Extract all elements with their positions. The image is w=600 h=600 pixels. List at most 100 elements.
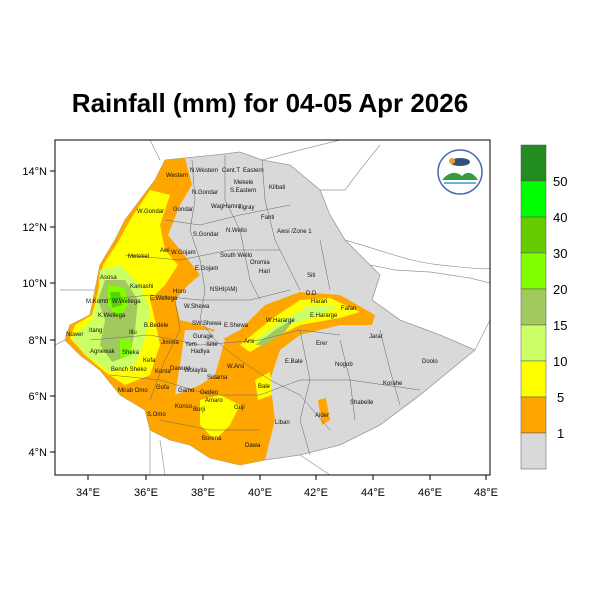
zone-label: Hadiya — [191, 349, 210, 355]
zone-labels: N.Western Cent.T Eastern Western Mekele … — [66, 168, 438, 449]
colorbar-swatch — [520, 324, 547, 362]
colorbar-swatch — [520, 432, 547, 470]
zone-label: Agnewak — [90, 349, 116, 355]
zone-label: Eastern — [243, 168, 264, 174]
zone-label: M.Komo — [86, 299, 109, 305]
colorbar-label: 5 — [557, 390, 564, 405]
zone-label: Korahe — [383, 381, 403, 387]
zone-label: E.Shewa — [224, 323, 249, 329]
zone-label: Asosa — [100, 275, 117, 281]
zone-label: SW.Shewa — [192, 321, 222, 327]
zone-label: Sheka — [122, 350, 140, 356]
zone-label: Dawa — [245, 443, 261, 449]
rain-15-20mm — [255, 318, 295, 345]
plot-frame — [54, 139, 491, 476]
zone-label: Borena — [202, 436, 222, 442]
zone-label: Gamo — [178, 388, 195, 394]
zone-label: Siti — [307, 273, 315, 279]
zone-label: Gondar — [173, 207, 193, 213]
zone-label: Wolayita — [184, 368, 208, 374]
zone-label: Awsi /Zone 1 — [277, 229, 312, 235]
x-tick-label: 36°E — [134, 487, 158, 499]
colorbar-label: 20 — [553, 282, 567, 297]
zone-label: S.Gondar — [193, 232, 219, 238]
zone-label: D.D — [306, 291, 317, 297]
colorbar — [520, 144, 547, 470]
zone-label: E.Gojam — [195, 266, 218, 272]
y-tick-label: 12°N — [22, 222, 47, 234]
zone-label: N.Western — [190, 168, 218, 174]
zone-label: Nuwer — [66, 332, 83, 338]
zone-label: Liban — [275, 420, 290, 426]
y-tick-label: 14°N — [22, 166, 47, 178]
zone-label: Cent.T — [222, 168, 240, 174]
zone-label: Gedeo — [200, 390, 219, 396]
colorbar-label: 30 — [553, 246, 567, 261]
colorbar-swatch — [520, 360, 547, 398]
zone-label: S.Eastern — [230, 188, 256, 194]
zone-label: Awi — [160, 248, 170, 254]
zone-label: Alder — [315, 413, 329, 419]
zone-label: Jimma — [161, 340, 179, 346]
zone-label: Yem — [185, 342, 197, 348]
colorbar-swatch — [520, 288, 547, 326]
zone-label: Konso — [175, 404, 193, 410]
colorbar-label: 40 — [553, 210, 567, 225]
zone-label: Sidama — [207, 375, 228, 381]
colorbar-label: 1 — [557, 426, 564, 441]
zone-label: Dawuro — [170, 366, 191, 372]
zone-label: Kamashi — [130, 284, 153, 290]
coastline — [344, 239, 490, 270]
x-tick-label: 40°E — [248, 487, 272, 499]
y-tick-label: 6°N — [29, 391, 48, 403]
x-axis — [87, 475, 487, 480]
zone-label: Guji — [234, 405, 245, 411]
x-tick-label: 48°E — [474, 487, 498, 499]
zone-label: Harari — [311, 299, 327, 305]
zone-label: Metekel — [128, 254, 149, 260]
colorbar-swatch — [520, 180, 547, 218]
institute-logo — [437, 149, 483, 195]
x-tick-label: 34°E — [76, 487, 100, 499]
zone-label: Fafan — [341, 306, 356, 312]
zone-label: Itang — [89, 328, 102, 334]
zone-label: N.Wello — [226, 228, 248, 234]
rain-20-30mm — [120, 338, 132, 358]
zone-label: Illu — [129, 330, 137, 336]
zone-label: Nogob — [335, 362, 353, 368]
zone-label: Hari — [259, 269, 270, 275]
zone-label: Oromia — [250, 260, 270, 266]
rain-5-10mm — [255, 372, 272, 400]
zone-label: E.Bale — [285, 359, 303, 365]
zone-label: N.Gondar — [192, 190, 218, 196]
zone-label: Jarar — [369, 334, 383, 340]
zone-label: W.Gojam — [171, 250, 196, 256]
zone-label: W.Gondar — [137, 209, 164, 215]
x-tick-label: 44°E — [361, 487, 385, 499]
zone-label: Kefa — [143, 358, 156, 364]
rain-below-1mm — [175, 330, 225, 395]
zone-label: Tigray — [238, 205, 254, 211]
zone-label: Kilbati — [269, 185, 285, 191]
colorbar-swatch — [520, 216, 547, 254]
y-tick-label: 8°N — [29, 335, 48, 347]
zone-label: Fanti — [261, 215, 274, 221]
colorbar-label: 10 — [553, 354, 567, 369]
zone-label: South Wello — [220, 253, 253, 259]
colorbar-swatch — [520, 252, 547, 290]
zone-label: Gofa — [156, 385, 170, 391]
zone-label: W.Shewa — [184, 304, 210, 310]
zone-label: Gurage — [193, 334, 214, 340]
colorbar-label: 15 — [553, 318, 567, 333]
zone-label: Arsi — [244, 339, 254, 345]
neighbor-border — [55, 140, 490, 475]
zone-label: W.Wellega — [112, 299, 141, 305]
zone-label: K.Wellega — [98, 313, 126, 319]
y-axis — [50, 170, 55, 453]
zone-label: B.Bedele — [144, 323, 169, 329]
zone-label: Bale — [258, 384, 271, 390]
colorbar-swatch — [520, 144, 547, 182]
x-tick-label: 46°E — [418, 487, 442, 499]
y-tick-label: 10°N — [22, 278, 47, 290]
zone-label: Burji — [193, 407, 205, 413]
